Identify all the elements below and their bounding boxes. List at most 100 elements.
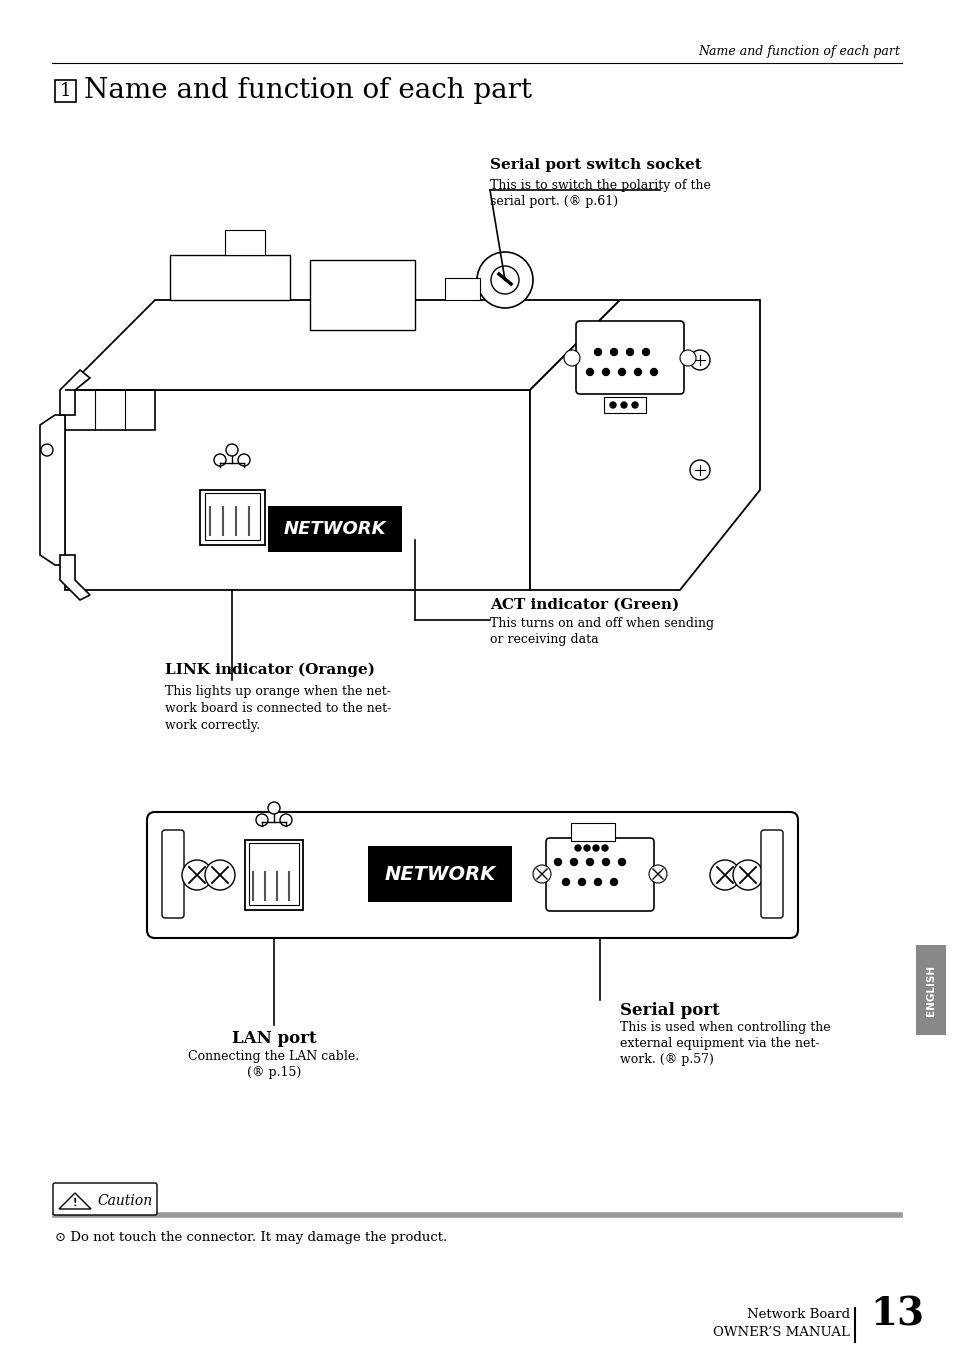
Text: ⊙ Do not touch the connector. It may damage the product.: ⊙ Do not touch the connector. It may dam… — [55, 1230, 447, 1244]
Circle shape — [620, 402, 626, 408]
Text: ACT indicator (Green): ACT indicator (Green) — [490, 598, 679, 612]
FancyBboxPatch shape — [571, 823, 615, 841]
FancyBboxPatch shape — [368, 846, 512, 902]
Text: NETWORK: NETWORK — [283, 521, 386, 538]
Circle shape — [237, 454, 250, 466]
Circle shape — [213, 454, 226, 466]
Circle shape — [182, 860, 212, 890]
Circle shape — [570, 859, 577, 865]
Circle shape — [601, 845, 607, 850]
FancyBboxPatch shape — [245, 840, 303, 910]
Text: This turns on and off when sending: This turns on and off when sending — [490, 617, 714, 630]
Circle shape — [732, 860, 762, 890]
Polygon shape — [59, 1192, 91, 1209]
Text: This lights up orange when the net-: This lights up orange when the net- — [165, 685, 391, 699]
Circle shape — [575, 845, 580, 850]
Text: Connecting the LAN cable.: Connecting the LAN cable. — [189, 1051, 359, 1063]
FancyBboxPatch shape — [249, 844, 298, 904]
Circle shape — [586, 369, 593, 376]
Circle shape — [618, 369, 625, 376]
Text: This is to switch the polarity of the: This is to switch the polarity of the — [490, 178, 710, 192]
Circle shape — [631, 402, 638, 408]
FancyBboxPatch shape — [576, 320, 683, 393]
Circle shape — [562, 879, 569, 886]
Circle shape — [554, 859, 561, 865]
Circle shape — [610, 879, 617, 886]
Text: work board is connected to the net-: work board is connected to the net- — [165, 703, 391, 715]
Text: or receiving data: or receiving data — [490, 634, 598, 646]
Circle shape — [634, 369, 640, 376]
Circle shape — [641, 349, 649, 356]
Text: Name and function of each part: Name and function of each part — [84, 77, 532, 104]
Circle shape — [689, 460, 709, 480]
Circle shape — [41, 443, 53, 456]
Text: OWNER’S MANUAL: OWNER’S MANUAL — [713, 1325, 849, 1338]
Circle shape — [602, 859, 609, 865]
Circle shape — [609, 402, 616, 408]
Circle shape — [226, 443, 237, 456]
FancyBboxPatch shape — [55, 80, 76, 101]
Circle shape — [255, 814, 268, 826]
Text: ENGLISH: ENGLISH — [925, 964, 935, 1015]
Text: serial port. (® p.61): serial port. (® p.61) — [490, 195, 618, 207]
Circle shape — [689, 350, 709, 370]
Text: LAN port: LAN port — [232, 1030, 316, 1046]
Text: external equipment via the net-: external equipment via the net- — [619, 1037, 819, 1051]
Circle shape — [602, 369, 609, 376]
Polygon shape — [310, 260, 415, 330]
Circle shape — [610, 349, 617, 356]
Text: This is used when controlling the: This is used when controlling the — [619, 1021, 830, 1034]
FancyBboxPatch shape — [545, 838, 654, 911]
Circle shape — [205, 860, 234, 890]
Circle shape — [679, 350, 696, 366]
FancyBboxPatch shape — [603, 397, 645, 412]
Circle shape — [709, 860, 740, 890]
Text: !: ! — [72, 1198, 77, 1207]
Polygon shape — [60, 370, 90, 415]
Text: 1: 1 — [60, 82, 71, 100]
Circle shape — [268, 802, 280, 814]
Text: Caution: Caution — [97, 1194, 152, 1207]
FancyBboxPatch shape — [147, 813, 797, 938]
Text: work. (® p.57): work. (® p.57) — [619, 1053, 713, 1065]
Polygon shape — [65, 389, 530, 589]
Text: Serial port: Serial port — [619, 1002, 719, 1019]
Text: Network Board: Network Board — [746, 1309, 849, 1321]
Circle shape — [618, 859, 625, 865]
Circle shape — [586, 859, 593, 865]
Circle shape — [650, 369, 657, 376]
Circle shape — [593, 845, 598, 850]
Polygon shape — [530, 300, 760, 589]
Circle shape — [533, 865, 551, 883]
Polygon shape — [225, 230, 265, 256]
Text: Serial port switch socket: Serial port switch socket — [490, 158, 701, 172]
Text: NETWORK: NETWORK — [384, 864, 496, 883]
FancyBboxPatch shape — [162, 830, 184, 918]
FancyBboxPatch shape — [200, 489, 265, 545]
FancyBboxPatch shape — [760, 830, 782, 918]
Circle shape — [280, 814, 292, 826]
Text: Name and function of each part: Name and function of each part — [698, 46, 899, 58]
Text: LINK indicator (Orange): LINK indicator (Orange) — [165, 662, 375, 677]
Circle shape — [626, 349, 633, 356]
Polygon shape — [60, 556, 90, 600]
Text: 13: 13 — [869, 1297, 923, 1334]
FancyBboxPatch shape — [205, 493, 260, 539]
FancyBboxPatch shape — [444, 279, 479, 300]
FancyBboxPatch shape — [268, 506, 401, 552]
Text: work correctly.: work correctly. — [165, 719, 260, 733]
Circle shape — [594, 349, 601, 356]
Circle shape — [578, 879, 585, 886]
Circle shape — [583, 845, 589, 850]
Circle shape — [563, 350, 579, 366]
Circle shape — [491, 266, 518, 293]
Text: (® p.15): (® p.15) — [247, 1065, 301, 1079]
FancyBboxPatch shape — [53, 1183, 157, 1215]
Circle shape — [648, 865, 666, 883]
FancyBboxPatch shape — [915, 945, 945, 1036]
Polygon shape — [65, 300, 619, 389]
Polygon shape — [40, 415, 65, 565]
Polygon shape — [170, 256, 290, 300]
Circle shape — [476, 251, 533, 308]
Circle shape — [594, 879, 601, 886]
